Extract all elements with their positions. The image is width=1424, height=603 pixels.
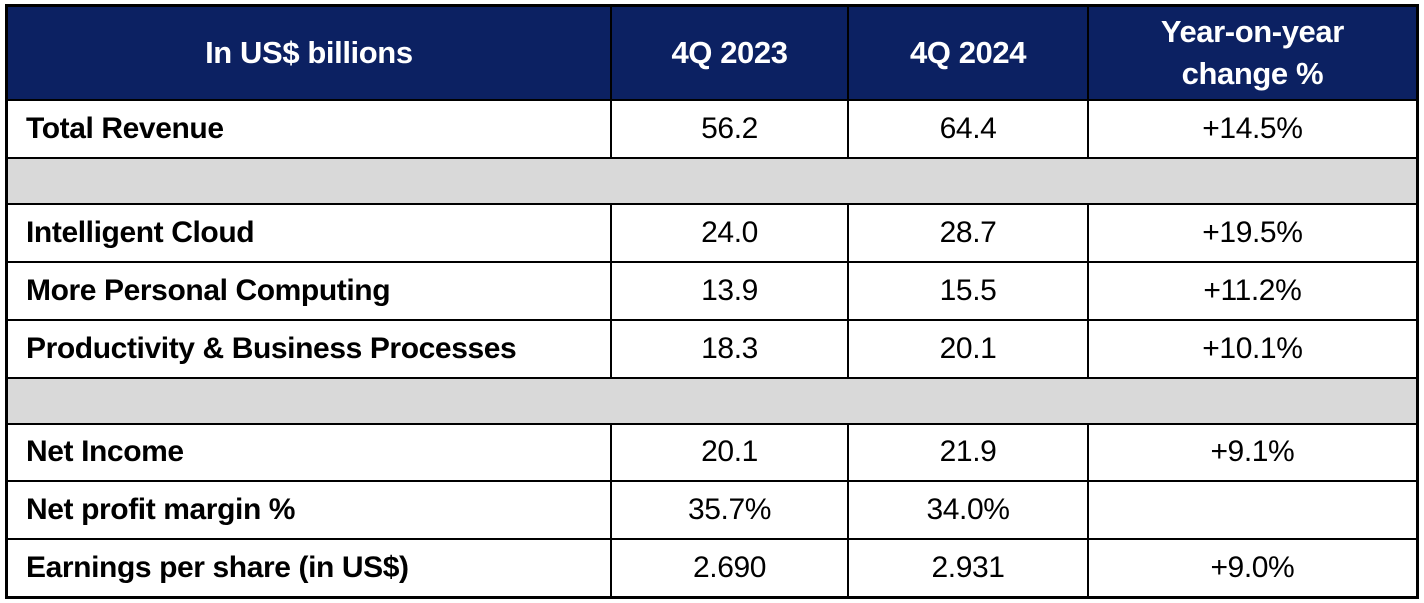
cell-4q2024: 64.4 [847, 99, 1089, 160]
row-label: Earnings per share (in US$) [5, 538, 612, 599]
spacer-cell [5, 157, 1419, 205]
header-cell-4q2023: 4Q 2023 [609, 4, 850, 102]
cell-yoy-change: +10.1% [1086, 318, 1419, 379]
header-cell-yoy-change: Year-on-year change % [1086, 4, 1419, 102]
spacer-row [5, 376, 1419, 425]
row-label: Total Revenue [5, 99, 612, 160]
cell-yoy-change-empty [1086, 480, 1419, 541]
header-cell-metric: In US$ billions [5, 4, 612, 102]
cell-4q2023: 20.1 [609, 422, 850, 483]
cell-4q2023: 18.3 [609, 318, 850, 379]
row-label: Intelligent Cloud [5, 202, 612, 263]
cell-yoy-change: +9.0% [1086, 538, 1419, 599]
table-row-productivity-business-processes: Productivity & Business Processes 18.3 2… [5, 318, 1419, 379]
cell-4q2024: 28.7 [847, 202, 1089, 263]
cell-4q2024: 2.931 [847, 538, 1089, 599]
cell-4q2023: 2.690 [609, 538, 850, 599]
spacer-cell [5, 376, 1419, 425]
row-label: Productivity & Business Processes [5, 318, 612, 379]
table-row-total-revenue: Total Revenue 56.2 64.4 +14.5% [5, 99, 1419, 160]
cell-4q2024: 21.9 [847, 422, 1089, 483]
cell-4q2024: 15.5 [847, 260, 1089, 321]
financial-results-table: In US$ billions 4Q 2023 4Q 2024 Year-on-… [5, 4, 1419, 599]
cell-yoy-change: +11.2% [1086, 260, 1419, 321]
spacer-row [5, 157, 1419, 205]
table-row-net-income: Net Income 20.1 21.9 +9.1% [5, 422, 1419, 483]
cell-yoy-change: +19.5% [1086, 202, 1419, 263]
table-row-earnings-per-share: Earnings per share (in US$) 2.690 2.931 … [5, 538, 1419, 599]
cell-4q2023: 56.2 [609, 99, 850, 160]
table-row-net-profit-margin: Net profit margin % 35.7% 34.0% [5, 480, 1419, 541]
cell-4q2023: 13.9 [609, 260, 850, 321]
cell-yoy-change: +9.1% [1086, 422, 1419, 483]
cell-4q2024: 20.1 [847, 318, 1089, 379]
row-label: Net profit margin % [5, 480, 612, 541]
row-label: Net Income [5, 422, 612, 483]
table-row-intelligent-cloud: Intelligent Cloud 24.0 28.7 +19.5% [5, 202, 1419, 263]
table-row-more-personal-computing: More Personal Computing 13.9 15.5 +11.2% [5, 260, 1419, 321]
cell-yoy-change: +14.5% [1086, 99, 1419, 160]
cell-4q2024: 34.0% [847, 480, 1089, 541]
row-label: More Personal Computing [5, 260, 612, 321]
table-header-row: In US$ billions 4Q 2023 4Q 2024 Year-on-… [5, 4, 1419, 102]
cell-4q2023: 24.0 [609, 202, 850, 263]
header-cell-4q2024: 4Q 2024 [847, 4, 1089, 102]
cell-4q2023: 35.7% [609, 480, 850, 541]
